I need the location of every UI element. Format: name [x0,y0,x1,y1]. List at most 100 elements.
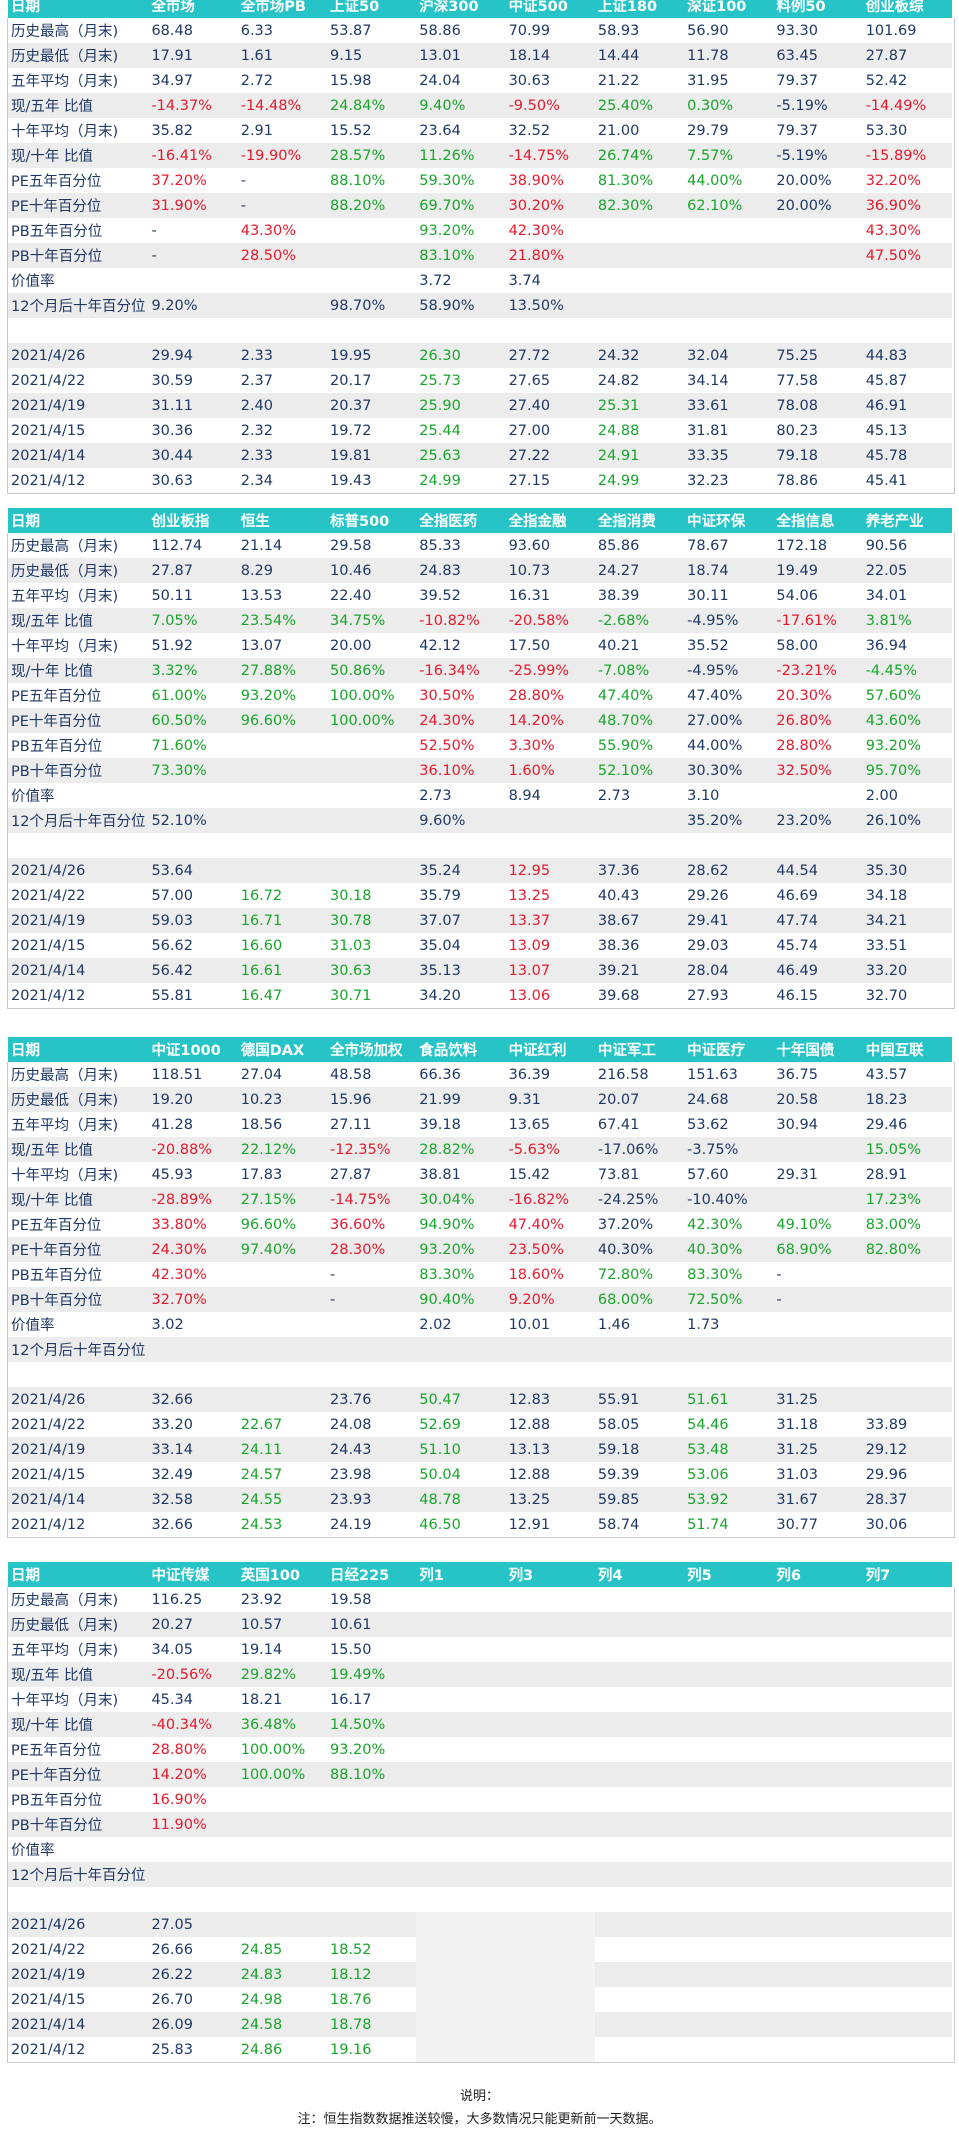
metric-label: 现/五年 比值 [11,99,93,115]
table-cell: 24.83 [240,1966,283,1983]
table-cell: 36.48% [240,1716,297,1733]
table-cell: 151.63 [687,1066,738,1083]
table-cell: 27.72 [508,347,551,364]
table-cell: 47.50% [865,247,921,264]
table-cell: 23.20% [776,812,832,829]
table-cell [505,2037,595,2062]
table-cell: 24.55 [240,1491,283,1508]
table-cell: 27.04 [240,1066,283,1083]
table-cell: 32.23 [687,472,729,489]
table-cell: 17.50 [508,637,551,654]
table-cell: 96.60% [240,1216,297,1233]
date-label: 2021/4/26 [11,862,86,879]
metric-row: 现/十年 比值 -40.34% 36.48% 14.50% [8,1712,952,1737]
table-cell: 13.01 [419,47,461,64]
table-cell: 16.31 [508,587,551,604]
table-cell: 2.34 [240,472,274,489]
metric-label: 历史最高（月末) [11,24,119,40]
table-cell: 30.77 [776,1516,818,1533]
table-cell [416,1987,506,2012]
column-header-date: 日期 [11,1043,40,1059]
table-cell: 58.93 [597,22,640,39]
table-cell: -20.88% [151,1141,212,1158]
table-cell: 28.80% [508,687,564,704]
table-cell: 24.57 [240,1466,283,1483]
table-cell: 38.90% [508,172,564,189]
table-cell: 31.25 [776,1391,818,1408]
table-cell: 2.73 [597,787,631,804]
table-cell: 43.57 [865,1066,908,1083]
table-cell: 47.40% [597,687,654,704]
table-cell: 33.20 [865,962,908,979]
table-cell: 27.00% [687,712,743,729]
table-cell: 51.92 [151,637,193,654]
date-row: 2021/4/26 53.64 35.24 12.95 37.36 28.62 44.54 3… [8,858,952,883]
table-cell: 2.00 [865,787,898,804]
date-row: 2021/4/14 32.58 24.55 23.93 48.78 13.25 59.85 5… [8,1487,952,1512]
table-cell: 31.95 [687,72,729,89]
table-cell: 53.48 [687,1441,729,1458]
metric-label: 价值率 [11,1318,55,1334]
table-cell: 77.58 [776,372,818,389]
date-label: 2021/4/12 [11,2041,86,2058]
metric-label: 五年平均（月末) [11,589,119,605]
table-cell: 16.90% [151,1791,207,1808]
table-cell: 17.23% [865,1191,921,1208]
date-row: 2021/4/26 32.66 23.76 50.47 12.83 55.91 51.61 3… [8,1387,952,1412]
metric-label: 十年平均（月末) [11,124,119,140]
table-cell: -14.48% [240,97,302,114]
column-header: 英国100 [240,1568,300,1584]
table-cell: 16.60 [240,937,283,954]
table-cell: 112.74 [151,537,203,554]
metric-row: 现/五年 比值 7.05% 23.54% 34.75% -10.82% -20.58% -2… [8,608,952,633]
metric-label: 12个月后十年百分位 [11,1868,146,1884]
metric-row: 五年平均（月末) 34.97 2.72 15.98 24.04 30.63 21.22 31.… [8,68,952,93]
metric-label: 现/十年 比值 [11,664,93,680]
table-cell: 93.20% [330,1741,386,1758]
table-cell: 34.75% [330,612,386,629]
table-cell: 28.57% [330,147,386,164]
table-cell: 73.81 [597,1166,640,1183]
table-cell: 90.40% [419,1291,475,1308]
date-label: 2021/4/15 [11,1991,86,2008]
table-cell: 10.46 [330,562,372,579]
table-cell: 26.22 [151,1966,193,1983]
table-cell: 16.72 [240,887,283,904]
table-cell: 100.00% [330,687,395,704]
column-header: 中证500 [508,0,568,15]
table-cell: 45.78 [865,447,908,464]
table-cell: 18.52 [330,1941,372,1958]
table-cell: 46.91 [865,397,908,414]
metric-row: 历史最低（月末) 27.87 8.29 10.46 24.83 10.73 24.27 18.… [8,558,952,583]
table-cell: 10.73 [508,562,551,579]
column-header: 标普500 [330,514,390,530]
table-cell: 8.29 [240,562,274,579]
metric-label: 价值率 [11,789,55,805]
table-cell: 26.80% [776,712,832,729]
table-cell: 32.66 [151,1516,193,1533]
table-cell: 48.58 [330,1066,372,1083]
table-cell: 42.30% [151,1266,207,1283]
table-cell: 20.00% [776,197,832,214]
table-cell: 12.88 [508,1416,551,1433]
table-cell: -14.37% [151,97,212,114]
table-cell: -12.35% [330,1141,391,1158]
date-label: 2021/4/26 [11,1391,86,1408]
table-cell: 24.91 [597,447,640,464]
table-cell: 33.14 [151,1441,193,1458]
column-header: 恒生 [240,514,270,530]
table-cell: 36.10% [419,762,475,779]
column-header-date: 日期 [11,514,40,530]
table-cell: 58.05 [597,1416,640,1433]
metric-label: PE五年百分位 [11,689,102,705]
table-cell: 27.93 [687,987,729,1004]
table-cell: 32.70% [151,1291,207,1308]
table-cell: 18.60% [508,1266,564,1283]
table-cell: 16.71 [240,912,283,929]
table-cell: 46.49 [776,962,818,979]
table-cell: 24.30% [419,712,475,729]
table-cell: 19.14 [240,1641,283,1658]
table-cell: 57.60 [687,1166,729,1183]
table-cell: 44.54 [776,862,818,879]
table-cell: -9.50% [508,97,560,114]
